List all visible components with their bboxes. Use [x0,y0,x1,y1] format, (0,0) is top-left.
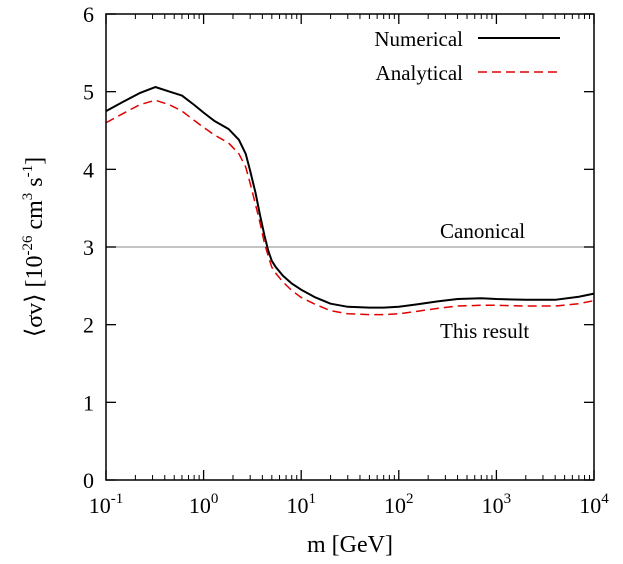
y-axis-title: ⟨σv⟩ [10-26 cm3 s-1] [20,157,48,337]
x-tick-label: 104 [579,491,609,518]
y-tick-label: 0 [83,468,94,493]
legend-label-numerical: Numerical [374,27,463,51]
series-line-numerical [105,86,595,309]
x-axis-title: m [GeV] [307,532,393,558]
y-tick-label: 4 [83,157,94,182]
labels-layer: 0 1 2 3 4 5 6 10-1 100 101 102 103 104 [83,2,609,518]
y-tick-label: 1 [83,390,94,415]
legend: Numerical Analytical [374,27,560,85]
y-tick-label: 6 [83,2,94,27]
x-tick-label: 103 [482,491,512,518]
x-tick-label: 102 [384,491,414,518]
x-tick-label: 100 [189,491,219,518]
x-tick-label: 101 [286,491,316,518]
y-tick-label: 3 [83,235,94,260]
canonical-annotation: Canonical [440,219,525,243]
y-tick-label: 2 [83,313,94,338]
ticks-layer [105,13,595,481]
series-line-analytical [105,99,595,316]
this-result-annotation: This result [440,319,529,343]
y-tick-label: 5 [83,80,94,105]
x-tick-label: 10-1 [89,491,124,518]
legend-label-analytical: Analytical [376,61,464,85]
series-layer [105,86,595,316]
